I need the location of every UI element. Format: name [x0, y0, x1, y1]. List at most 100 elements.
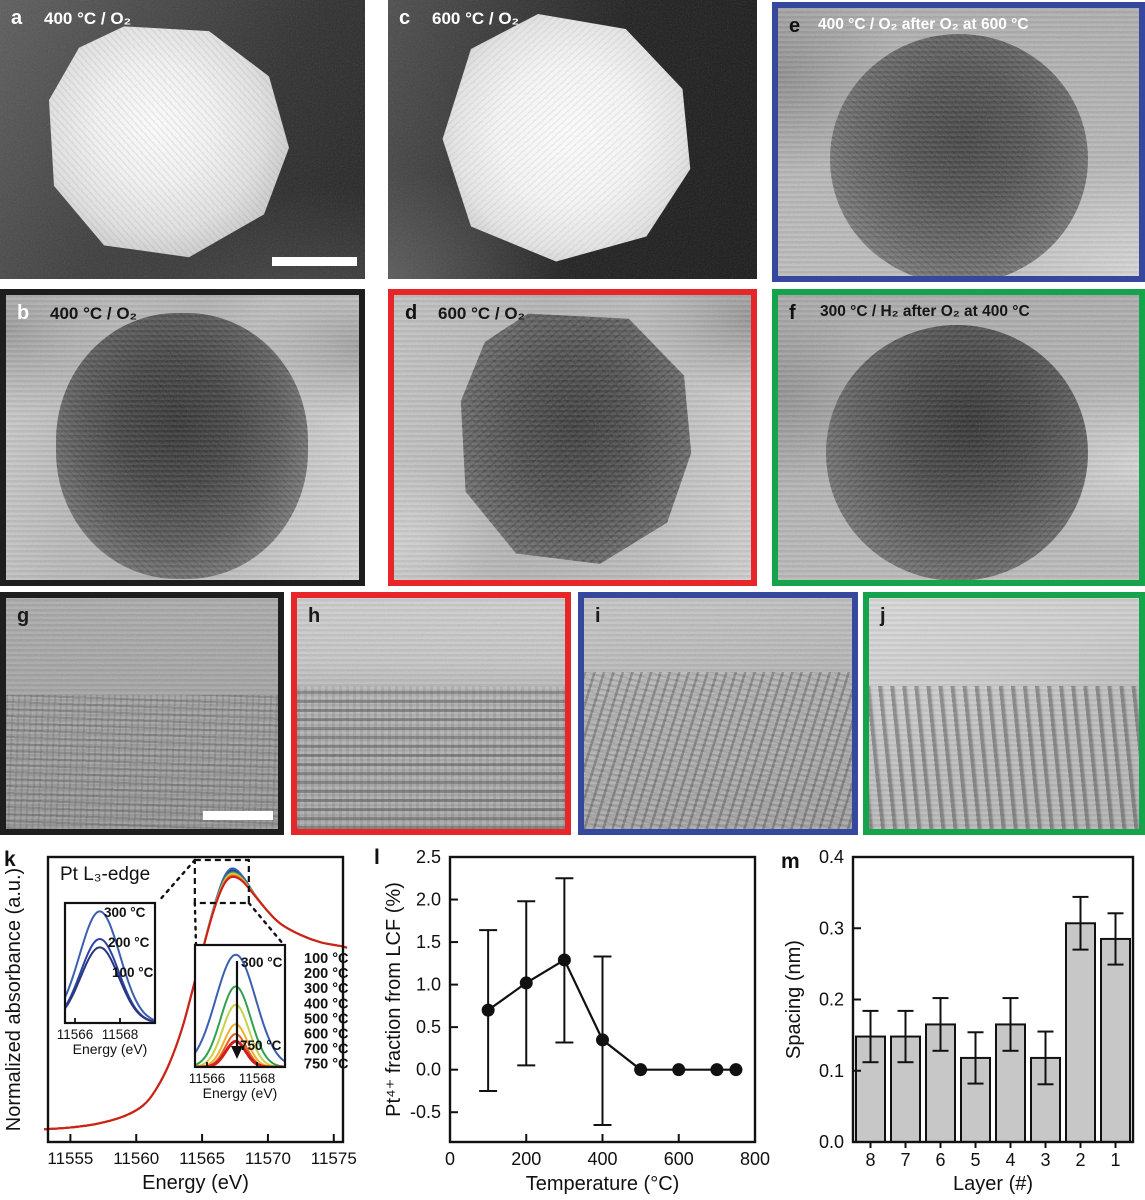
panel-title-c: 600 °C / O₂ [432, 9, 520, 28]
panel-letter-i: i [595, 605, 601, 627]
svg-text:11568: 11568 [102, 1027, 139, 1042]
bar [1100, 937, 1131, 1143]
noise-texture [584, 598, 852, 829]
svg-text:-0.5: -0.5 [410, 1102, 441, 1122]
svg-text:600: 600 [664, 1149, 694, 1169]
legend-entry: 500 °C [304, 1011, 349, 1027]
svg-text:400: 400 [587, 1149, 617, 1169]
svg-text:Normalized absorbance (a.u.): Normalized absorbance (a.u.) [3, 868, 25, 1131]
svg-text:300 °C: 300 °C [241, 955, 283, 970]
noise-texture [6, 598, 278, 829]
data-point [557, 953, 571, 967]
legend-entry: 200 °C [304, 966, 349, 982]
tem-panel-g: g [0, 592, 284, 835]
svg-text:11560: 11560 [113, 1149, 159, 1168]
svg-text:Pt⁴⁺ fraction from LCF (%): Pt⁴⁺ fraction from LCF (%) [383, 882, 405, 1117]
data-point [729, 1063, 743, 1077]
noise-texture [869, 598, 1139, 829]
svg-text:300 °C: 300 °C [104, 905, 146, 920]
tem-panel-i: i [578, 592, 858, 835]
svg-text:2.5: 2.5 [416, 847, 441, 867]
svg-text:0.3: 0.3 [819, 918, 844, 938]
svg-text:11565: 11565 [179, 1149, 225, 1168]
svg-text:11566: 11566 [57, 1027, 94, 1042]
svg-text:Energy (eV): Energy (eV) [203, 1085, 278, 1101]
svg-text:100 °C: 100 °C [112, 965, 154, 980]
noise-texture [778, 8, 1139, 276]
legend-entry: 100 °C [304, 951, 349, 967]
svg-text:0.0: 0.0 [819, 1132, 844, 1152]
panel-letter-c: c [399, 7, 411, 29]
svg-text:1.5: 1.5 [416, 932, 441, 952]
tem-panel-j: j [863, 592, 1145, 835]
xas-spectra-chart: 11555 11560 11565 11570 11575 Energy (eV) Norm… [3, 855, 357, 1194]
panel-letter-m: m [781, 850, 800, 873]
legend-entry: 700 °C [304, 1042, 349, 1058]
noise-texture [0, 0, 365, 279]
noise-texture [6, 295, 359, 580]
svg-text:800: 800 [740, 1149, 770, 1169]
svg-text:Pt L₃-edge: Pt L₃-edge [60, 864, 150, 885]
scale-bar [272, 257, 357, 266]
svg-text:Energy (eV): Energy (eV) [73, 1041, 148, 1057]
panel-title-d: 600 °C / O₂ [438, 304, 526, 323]
svg-text:4: 4 [1005, 1150, 1015, 1170]
svg-text:3: 3 [1040, 1150, 1050, 1170]
data-point [596, 1033, 609, 1047]
legend-entry: 400 °C [304, 996, 349, 1012]
tem-panel-a: a 400 °C / O₂ [0, 0, 365, 279]
svg-text:0.2: 0.2 [819, 990, 844, 1010]
xas-curve [43, 875, 348, 1131]
svg-text:0.4: 0.4 [819, 847, 844, 867]
layer-spacing-chart: 0.0 0.1 0.2 0.3 0.4 8 7 6 5 4 3 2 1 Layer (#) Spacing … [783, 847, 1135, 1195]
panel-letter-g: g [17, 605, 30, 627]
noise-texture [297, 598, 565, 829]
svg-text:0.0: 0.0 [416, 1060, 441, 1080]
panel-letter-f: f [789, 302, 796, 324]
bar [1065, 922, 1096, 1143]
panel-title-a: 400 °C / O₂ [44, 9, 132, 28]
panel-title-b: 400 °C / O₂ [50, 304, 138, 323]
panel-letter-k: k [4, 848, 16, 871]
zoom-box [193, 858, 250, 905]
svg-text:11575: 11575 [311, 1149, 357, 1168]
data-point [672, 1063, 686, 1077]
panel-letter-j: j [880, 605, 886, 627]
svg-text:Energy (eV): Energy (eV) [142, 1172, 249, 1194]
panel-letter-h: h [308, 605, 321, 627]
tem-panel-b: b 400 °C / O₂ [0, 289, 365, 586]
svg-text:0.5: 0.5 [416, 1017, 441, 1037]
svg-text:200 °C: 200 °C [108, 935, 150, 950]
svg-text:11555: 11555 [47, 1149, 93, 1168]
data-point [481, 1003, 495, 1017]
noise-texture [388, 0, 757, 279]
svg-text:1.0: 1.0 [416, 975, 441, 995]
tem-panel-c: c 600 °C / O₂ [388, 0, 757, 279]
svg-text:8: 8 [865, 1150, 875, 1170]
svg-text:Spacing (nm): Spacing (nm) [783, 940, 805, 1059]
svg-text:6: 6 [935, 1150, 945, 1170]
data-point [710, 1063, 724, 1077]
svg-text:1: 1 [1110, 1150, 1120, 1170]
inset-high-temp-zoom [196, 953, 284, 1066]
svg-text:200: 200 [511, 1149, 541, 1169]
panel-letter-b: b [17, 302, 30, 324]
svg-text:11570: 11570 [245, 1149, 291, 1168]
svg-text:0: 0 [445, 1149, 455, 1169]
noise-texture [394, 295, 751, 580]
panel-title-e: 400 °C / O₂ after O₂ at 600 °C [818, 16, 1029, 33]
data-point [634, 1063, 648, 1077]
panel-letter-l: l [374, 846, 380, 869]
tem-panel-d: d 600 °C / O₂ [388, 289, 757, 586]
svg-text:7: 7 [900, 1150, 910, 1170]
panel-letter-d: d [405, 302, 418, 324]
svg-text:Layer (#): Layer (#) [953, 1173, 1033, 1195]
svg-text:2: 2 [1075, 1150, 1085, 1170]
noise-texture [778, 295, 1139, 580]
tem-panel-h: h [291, 592, 571, 835]
svg-text:750 °C: 750 °C [240, 1038, 282, 1053]
legend-entry: 750 °C [304, 1057, 349, 1073]
svg-text:2.0: 2.0 [416, 890, 441, 910]
panel-letter-a: a [11, 7, 23, 29]
